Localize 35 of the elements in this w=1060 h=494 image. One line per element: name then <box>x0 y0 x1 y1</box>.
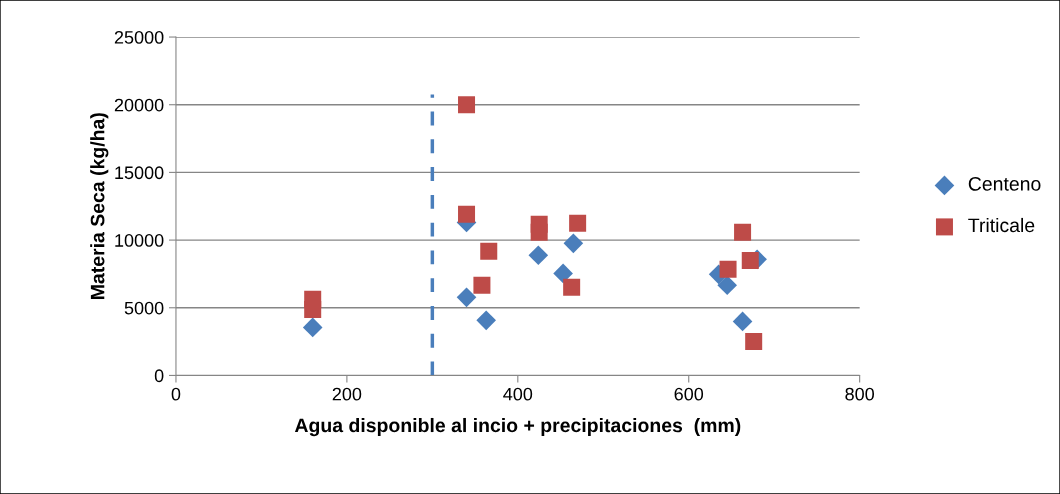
point <box>480 242 498 260</box>
y-tick-label: 25000 <box>114 30 164 44</box>
point <box>302 317 323 338</box>
point <box>563 233 584 254</box>
point <box>528 245 549 266</box>
point <box>530 223 548 241</box>
y-axis-title: Materia Seca (kg/ha) <box>90 113 109 299</box>
point <box>732 311 753 332</box>
x-tick-label: 400 <box>503 387 533 401</box>
point <box>717 275 738 296</box>
legend-label: Triticale <box>968 217 1035 233</box>
point <box>456 287 477 308</box>
point <box>569 214 587 232</box>
y-tick-label: 5000 <box>124 301 164 315</box>
point <box>304 300 322 318</box>
point <box>473 276 491 294</box>
point <box>734 223 752 241</box>
y-tick-label: 0 <box>154 369 164 383</box>
point <box>458 96 476 114</box>
point <box>719 260 737 278</box>
point <box>458 205 476 223</box>
y-tick-label: 10000 <box>115 234 164 247</box>
x-tick-label: 800 <box>845 387 875 401</box>
x-axis-title: Agua disponible al incio + precipitaciones (mm) <box>294 417 741 437</box>
x-tick-label: 0 <box>171 387 181 401</box>
point <box>741 251 759 269</box>
x-tick-label: 600 <box>674 387 704 401</box>
point <box>563 278 581 296</box>
y-tick-label: 20000 <box>114 98 164 112</box>
point <box>745 332 763 350</box>
y-tick-label: 15000 <box>115 166 164 180</box>
point <box>553 263 573 284</box>
point <box>476 310 497 331</box>
x-tick-label: 200 <box>332 387 362 401</box>
legend-label: Centeno <box>968 176 1041 191</box>
